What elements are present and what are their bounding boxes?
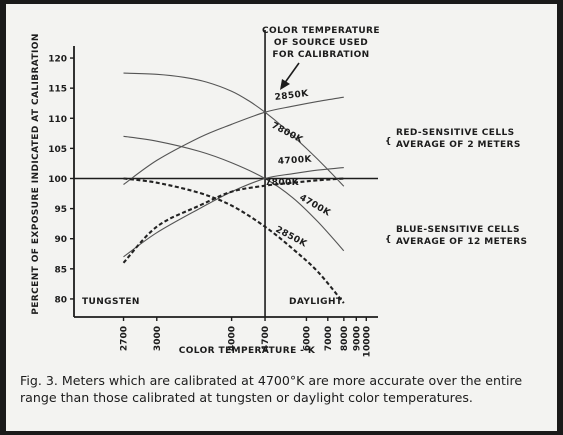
source-annotation-line-3: FOR CALIBRATION <box>272 50 369 60</box>
tungsten-label: TUNGSTEN <box>82 297 140 307</box>
y-tick-label: 110 <box>48 115 67 125</box>
y-tick-label: 80 <box>54 295 67 305</box>
x-tick-label: 7000 <box>324 326 334 351</box>
y-tick-label: 105 <box>48 145 67 155</box>
y-tick-label: 90 <box>54 235 67 245</box>
daylight-label: DAYLIGHT <box>289 297 343 307</box>
series-blue-2850k-5 <box>123 177 345 304</box>
y-ticks: 80 85 90 95 100 105 110 115 120 <box>48 55 74 305</box>
chart: 80 85 90 95 100 105 110 115 120 2700 3000 4000 4700… <box>31 26 527 357</box>
series-curves <box>122 72 345 304</box>
series-red-unlabeled-3 <box>123 167 344 258</box>
source-annotation-line-1: COLOR TEMPERATURE <box>262 26 380 36</box>
x-tick-label: 10000 <box>362 326 372 357</box>
red-brace-mark: { <box>385 137 392 147</box>
curve-label-blue-7800k: 7800K <box>265 178 300 188</box>
curve-label-red-7800k: 7800K <box>270 121 305 146</box>
y-tick-label: 95 <box>54 205 67 215</box>
y-tick-label: 115 <box>48 85 67 95</box>
red-cells-annotation-line-2: AVERAGE OF 2 METERS <box>396 140 521 150</box>
curve-label-red-2850k: 2850K <box>274 89 310 103</box>
series-red-4700k-2 <box>123 135 345 252</box>
series-red-7800k-1 <box>123 96 344 185</box>
x-tick-label: 9000 <box>352 326 362 351</box>
x-tick-label: 4000 <box>228 326 238 351</box>
y-tick-label: 100 <box>48 175 67 185</box>
x-axis-label: COLOR TEMPERATURE - K <box>179 346 316 356</box>
red-cells-annotation-line-1: RED-SENSITIVE CELLS <box>396 128 514 138</box>
source-annotation-line-2: OF SOURCE USED <box>274 38 368 48</box>
figure-caption: Fig. 3. Meters which are calibrated at 4… <box>20 373 523 405</box>
y-tick-label: 120 <box>48 55 67 65</box>
x-ticks: 2700 3000 4000 4700 6000 7000 8000 9000 10000 <box>120 317 372 357</box>
y-axis-label: PERCENT OF EXPOSURE INDICATED AT CALIBRA… <box>31 33 41 314</box>
series-red-2850k-0 <box>123 72 345 187</box>
source-arrow-shaft <box>283 62 300 85</box>
x-tick-label: 4700 <box>261 326 271 351</box>
blue-cells-annotation-line-2: AVERAGE OF 12 METERS <box>396 237 527 247</box>
curve-label-red-4700k: 4700K <box>278 155 313 167</box>
x-tick-label: 3000 <box>153 326 163 351</box>
x-tick-label: 8000 <box>340 326 350 351</box>
series-blue-7800k-4 <box>122 177 344 264</box>
x-tick-label: 6000 <box>302 326 312 351</box>
source-arrow-head <box>280 79 290 90</box>
figure-panel: 80 85 90 95 100 105 110 115 120 2700 3000 4000 4700… <box>6 4 557 431</box>
blue-brace-mark: { <box>385 235 392 245</box>
x-tick-label: 2700 <box>120 326 130 351</box>
blue-cells-annotation-line-1: BLUE-SENSITIVE CELLS <box>396 225 520 235</box>
y-tick-label: 85 <box>54 265 67 275</box>
